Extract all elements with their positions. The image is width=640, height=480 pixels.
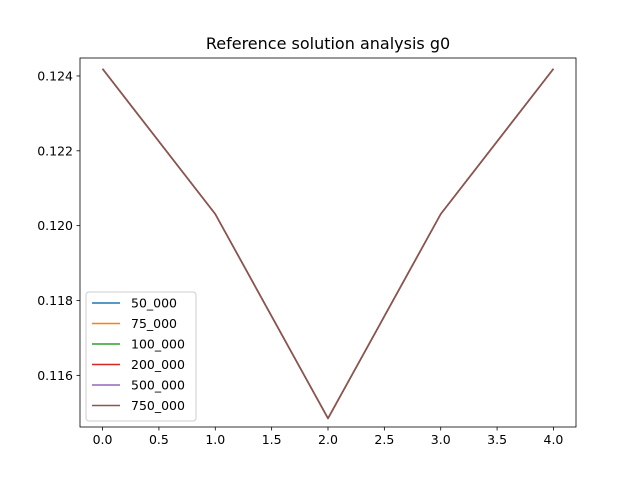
x-tick-label: 0.0 bbox=[93, 432, 113, 447]
y-tick-label: 0.120 bbox=[37, 218, 73, 233]
x-tick-label: 0.5 bbox=[149, 432, 169, 447]
x-axis: 0.0 0.5 1.0 1.5 2.0 2.5 3.0 3.5 4.0 bbox=[93, 427, 564, 447]
series-lines bbox=[101, 68, 555, 420]
y-tick-label: 0.122 bbox=[37, 143, 73, 158]
legend-label-750_000: 750_000 bbox=[131, 398, 185, 413]
legend-label-50_000: 50_000 bbox=[131, 296, 177, 311]
series-line-750_000 bbox=[101, 68, 555, 420]
x-tick-label: 2.5 bbox=[374, 432, 394, 447]
x-tick-label: 2.0 bbox=[318, 432, 338, 447]
x-tick-label: 1.5 bbox=[262, 432, 282, 447]
legend-label-100_000: 100_000 bbox=[131, 337, 185, 352]
y-tick-label: 0.124 bbox=[37, 68, 73, 83]
x-tick-label: 4.0 bbox=[544, 432, 564, 447]
y-axis: 0.116 0.118 0.120 0.122 0.124 bbox=[37, 68, 80, 383]
x-tick-label: 1.0 bbox=[205, 432, 225, 447]
y-tick-label: 0.116 bbox=[37, 368, 73, 383]
legend-label-200_000: 200_000 bbox=[131, 357, 185, 372]
y-tick-label: 0.118 bbox=[37, 293, 73, 308]
chart-title: Reference solution analysis g0 bbox=[206, 34, 450, 53]
legend-label-75_000: 75_000 bbox=[131, 316, 177, 331]
x-tick-label: 3.5 bbox=[487, 432, 507, 447]
x-tick-label: 3.0 bbox=[431, 432, 451, 447]
legend-label-500_000: 500_000 bbox=[131, 378, 185, 393]
legend: 50_000 75_000 100_000 200_000 500_000 750_000 bbox=[85, 291, 197, 422]
